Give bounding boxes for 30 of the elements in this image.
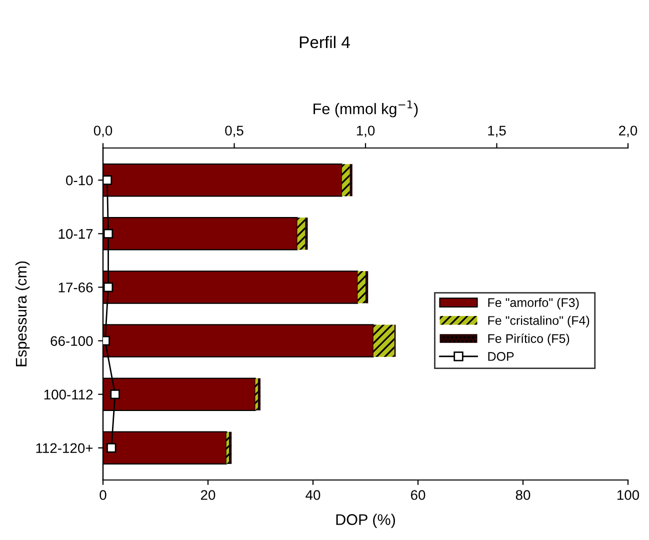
x2-tick-label: 1,5 xyxy=(488,126,506,138)
point xyxy=(103,282,114,292)
x-tick-label: 40 xyxy=(306,490,320,500)
x-tick-label: 0 xyxy=(100,490,106,500)
x2-tick-label: 0,0 xyxy=(94,126,112,138)
legend-label: DOP xyxy=(488,352,514,361)
y-tick-label: 100-112 xyxy=(44,390,93,400)
legend-label: Fe Pirítico (F5) xyxy=(488,334,570,346)
x2-tick-label: 0,5 xyxy=(225,126,244,138)
point xyxy=(103,228,114,239)
y-tick-label: 0-10 xyxy=(66,175,93,186)
y-tick-label: 66-100 xyxy=(50,336,93,346)
y-axis-title: Espessura (cm) xyxy=(15,261,30,366)
x-axis-title: DOP (%) xyxy=(336,514,395,528)
x-tick-label: 20 xyxy=(200,490,216,500)
y-tick-label: 112-120+ xyxy=(36,443,93,454)
x2-axis-title: Fe (mmol kg$^{−1}$) xyxy=(314,100,418,118)
x2-tick-label: 2,0 xyxy=(619,126,638,138)
point xyxy=(106,443,116,453)
x-tick-label: 60 xyxy=(410,490,426,500)
y-tick-label: 17-66 xyxy=(58,282,93,292)
chart-title: Perfil 4 xyxy=(300,36,350,48)
point xyxy=(103,175,112,185)
x-tick-label: 100 xyxy=(617,490,640,500)
x-tick-label: 80 xyxy=(516,490,530,500)
legend-label: Fe "amorfo" (F3) xyxy=(488,298,579,310)
y-tick-label: 10-17 xyxy=(58,229,93,239)
legend-label: Fe "cristalino" (F4) xyxy=(488,316,590,328)
point xyxy=(110,389,120,400)
x2-tick-label: 1,0 xyxy=(356,126,375,138)
